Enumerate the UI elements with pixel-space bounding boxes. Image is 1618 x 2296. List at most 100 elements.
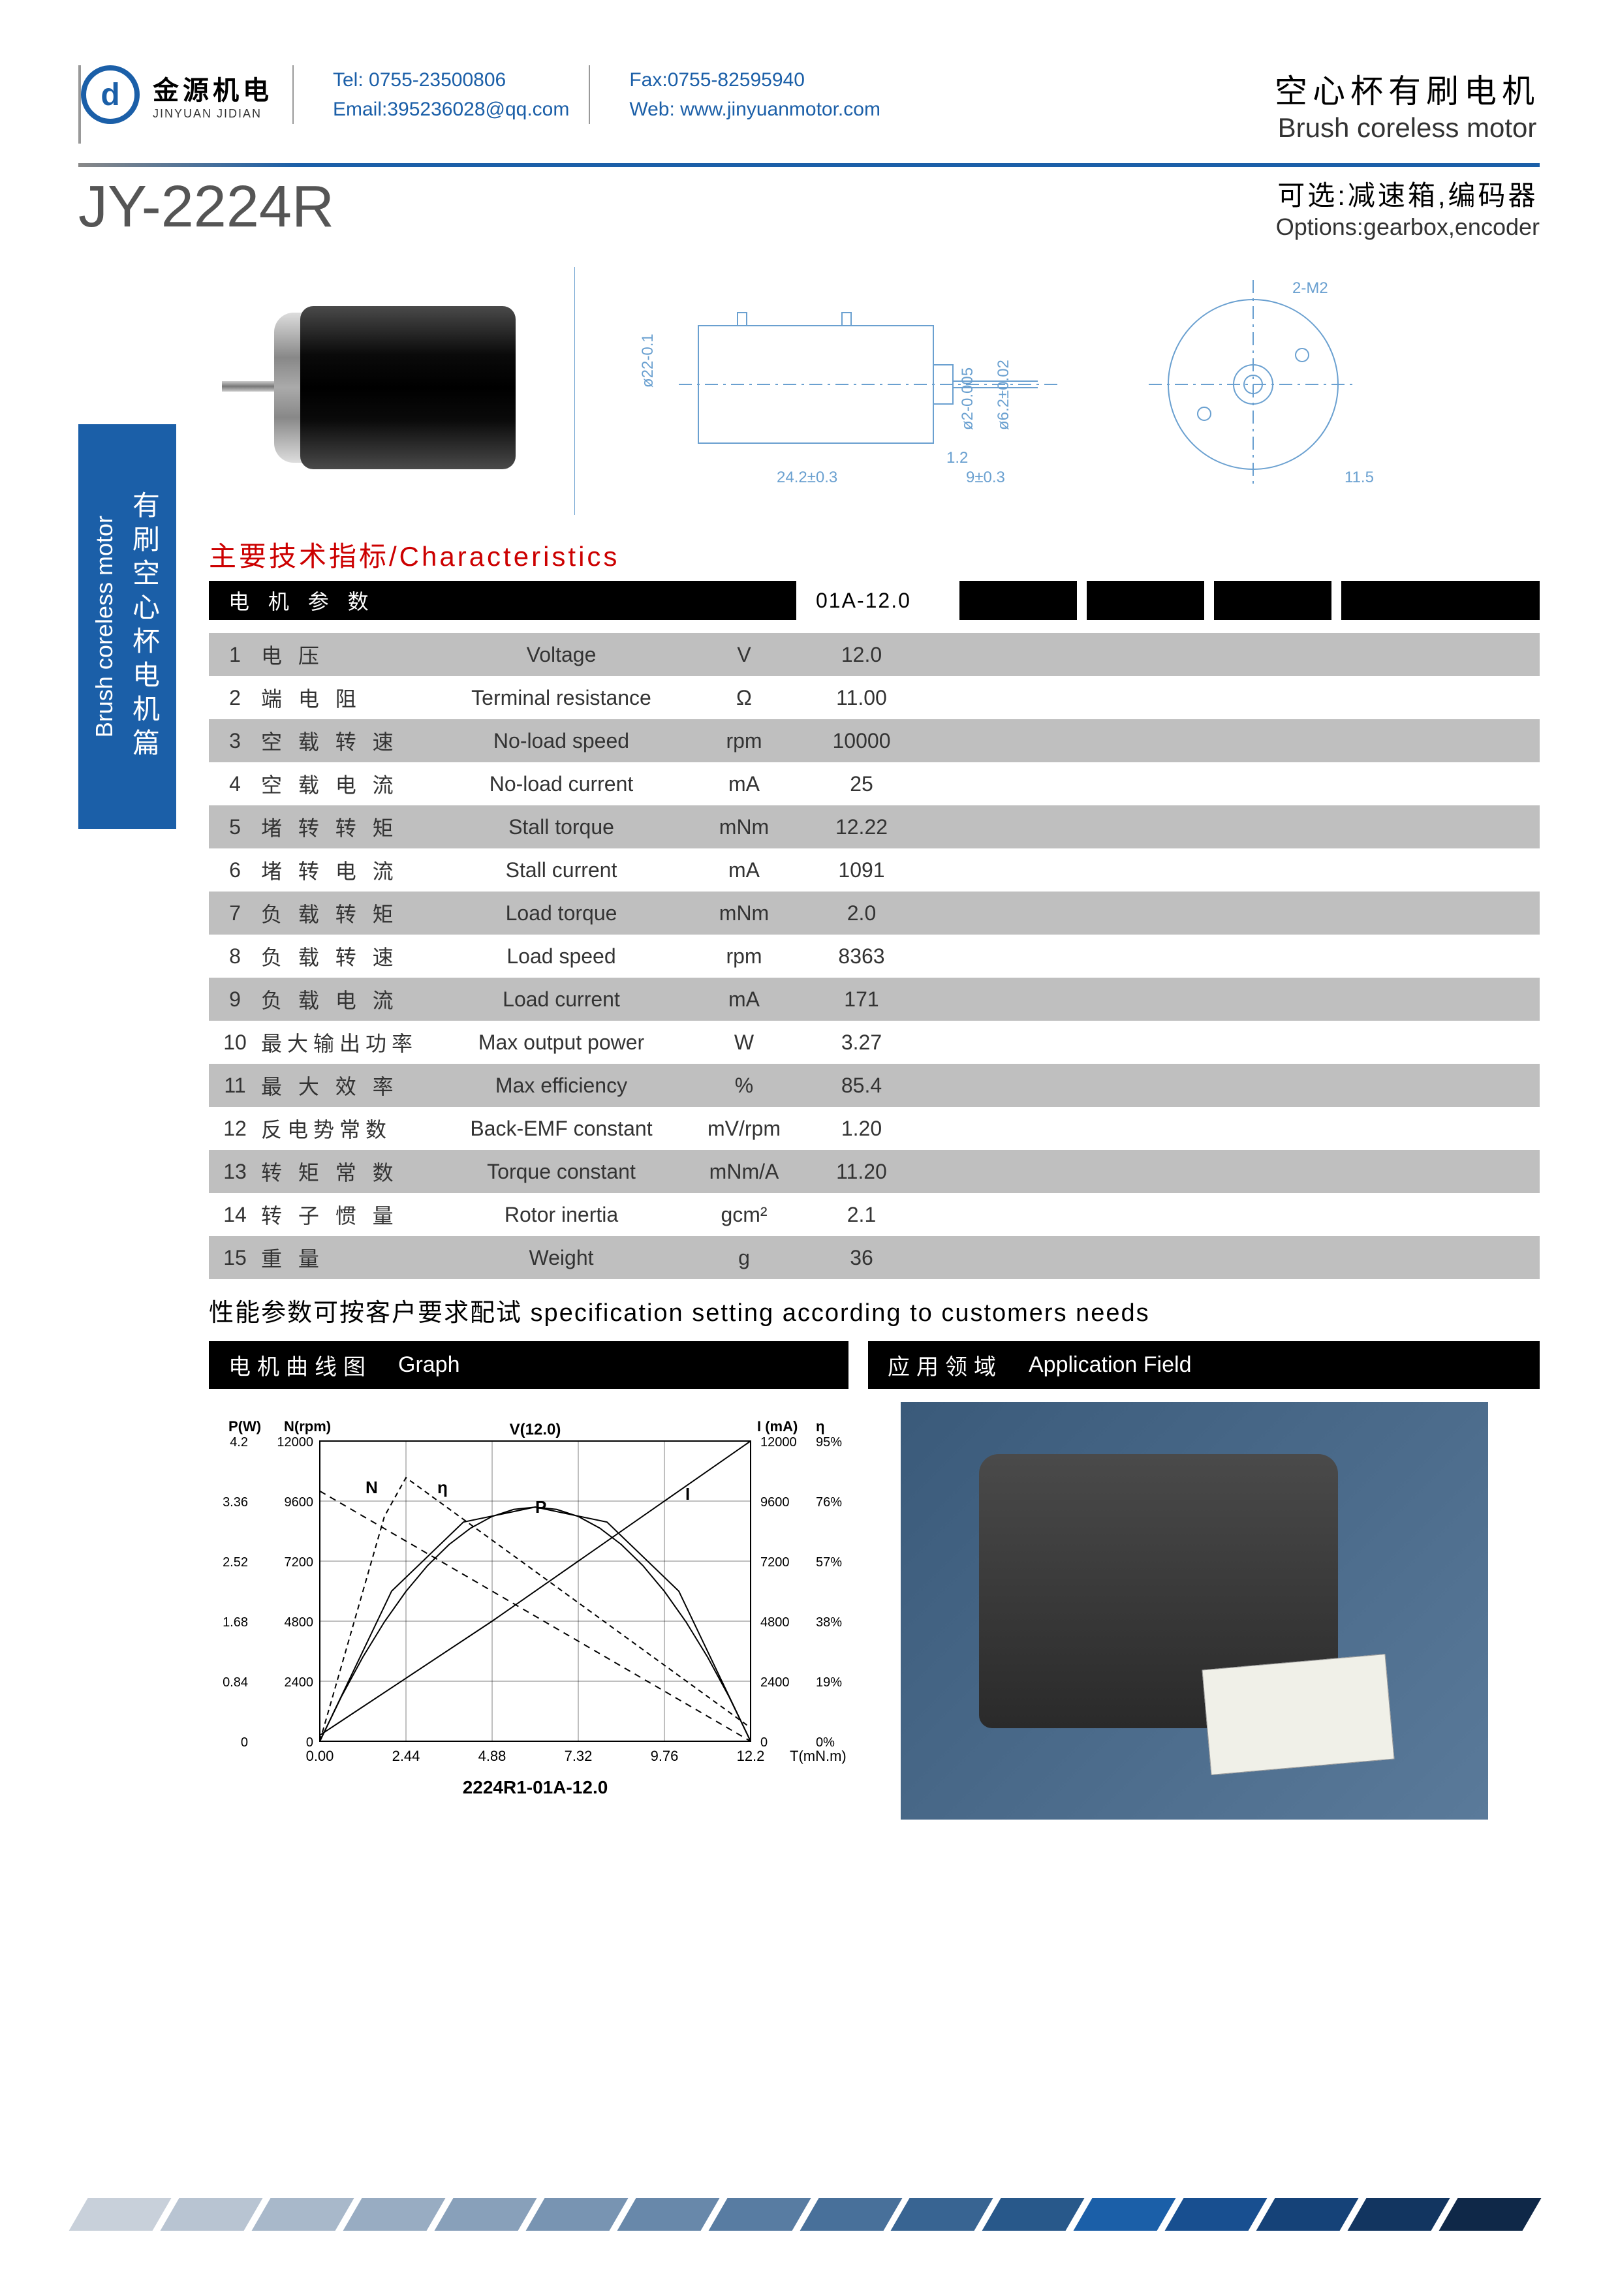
side-tab: Brush coreless motor 有刷空心杯电机篇	[78, 424, 176, 829]
company-name-en: JINYUAN JIDIAN	[153, 107, 273, 121]
spec-unit: mA	[692, 987, 796, 1012]
technical-drawing: ø22-0.1 ø2-0.005 ø6.2±0.02 24.2±0.3 9±0.…	[574, 267, 1540, 515]
svg-text:2400: 2400	[760, 1675, 790, 1690]
section-bars: 电机曲线图 Graph 应用领域 Application Field	[209, 1341, 1540, 1389]
spec-name-en: Max output power	[431, 1031, 692, 1055]
model-number: JY-2224R	[78, 174, 334, 241]
spec-value: 25	[796, 772, 927, 796]
spec-name-en: Stall torque	[431, 815, 692, 839]
spec-row: 2端 电 阻Terminal resistanceΩ11.00	[209, 676, 1540, 719]
spec-unit: mNm/A	[692, 1160, 796, 1184]
side-tab-cn: 有刷空心杯电机篇	[125, 491, 164, 762]
svg-text:4.2: 4.2	[230, 1435, 248, 1450]
spec-num: 11	[209, 1074, 261, 1098]
spec-name-en: Weight	[431, 1246, 692, 1270]
spec-num: 4	[209, 772, 261, 796]
app-label-cn: 应用领域	[888, 1349, 1003, 1381]
svg-text:η: η	[816, 1418, 824, 1435]
spec-row: 15重 量Weightg36	[209, 1236, 1540, 1279]
header-label: 电 机 参 数	[209, 585, 796, 615]
spec-num: 13	[209, 1160, 261, 1184]
dim-front-offset: 11.5	[1345, 469, 1374, 486]
spec-num: 2	[209, 686, 261, 710]
page-header: d 金源机电 JINYUAN JIDIAN Tel: 0755-23500806…	[78, 65, 1540, 144]
spec-value: 11.00	[796, 686, 927, 710]
spec-num: 14	[209, 1203, 261, 1227]
dim-dia: ø22-0.1	[639, 334, 657, 388]
spec-name-cn: 堵 转 转 矩	[261, 812, 431, 842]
spec-num: 3	[209, 729, 261, 753]
category-cn: 空心杯有刷电机	[1275, 65, 1540, 112]
spec-name-en: Load torque	[431, 901, 692, 925]
fax: Fax:0755-82595940	[629, 65, 880, 95]
svg-text:57%: 57%	[816, 1555, 842, 1570]
spec-num: 9	[209, 987, 261, 1012]
spec-unit: g	[692, 1246, 796, 1270]
spec-value: 1.20	[796, 1117, 927, 1141]
svg-text:I: I	[685, 1484, 690, 1504]
svg-text:I (mA): I (mA)	[757, 1418, 798, 1435]
svg-text:9600: 9600	[760, 1495, 790, 1510]
svg-text:9.76: 9.76	[651, 1748, 679, 1764]
characteristics-title: 主要技术指标/Characteristics	[209, 535, 1540, 574]
image-row: ø22-0.1 ø2-0.005 ø6.2±0.02 24.2±0.3 9±0.…	[209, 267, 1540, 515]
tel: Tel: 0755-23500806	[333, 65, 569, 95]
category-en: Brush coreless motor	[1275, 112, 1540, 144]
spec-unit: mNm	[692, 815, 796, 839]
dim-boss-dia: ø6.2±0.02	[995, 360, 1012, 430]
printer-icon	[979, 1454, 1338, 1728]
spec-name-cn: 转 矩 常 数	[261, 1156, 431, 1187]
spec-row: 7负 载 转 矩Load torquemNm2.0	[209, 892, 1540, 935]
spec-num: 15	[209, 1246, 261, 1270]
spec-num: 5	[209, 815, 261, 839]
logo: d 金源机电 JINYUAN JIDIAN	[81, 65, 294, 124]
spec-row: 13转 矩 常 数Torque constantmNm/A11.20	[209, 1150, 1540, 1193]
spec-num: 7	[209, 901, 261, 925]
spec-row: 11最 大 效 率Max efficiency%85.4	[209, 1064, 1540, 1107]
spec-name-cn: 空 载 转 速	[261, 726, 431, 756]
header-code: 01A-12.0	[796, 581, 959, 620]
svg-text:P: P	[535, 1497, 546, 1517]
svg-text:95%: 95%	[816, 1435, 842, 1450]
spec-name-en: Back-EMF constant	[431, 1117, 692, 1141]
logo-icon: d	[81, 65, 140, 124]
spec-num: 6	[209, 858, 261, 882]
spec-name-cn: 负 载 转 速	[261, 941, 431, 971]
contact-col-2: Fax:0755-82595940 Web: www.jinyuanmotor.…	[629, 65, 880, 124]
spec-unit: rpm	[692, 944, 796, 969]
spec-value: 10000	[796, 729, 927, 753]
motor-photo	[209, 267, 548, 515]
dim-shaft-tip: 1.2	[946, 449, 968, 467]
app-label-en: Application Field	[1029, 1352, 1191, 1378]
svg-text:η: η	[437, 1478, 448, 1497]
spec-row: 3空 载 转 速No-load speedrpm10000	[209, 719, 1540, 762]
spec-name-cn: 堵 转 电 流	[261, 855, 431, 885]
svg-text:0: 0	[760, 1735, 768, 1750]
spec-unit: rpm	[692, 729, 796, 753]
graph-section-bar: 电机曲线图 Graph	[209, 1341, 848, 1389]
email: Email:395236028@qq.com	[333, 95, 569, 124]
svg-text:38%: 38%	[816, 1615, 842, 1630]
spec-name-en: Torque constant	[431, 1160, 692, 1184]
spec-row: 5堵 转 转 矩Stall torquemNm12.22	[209, 805, 1540, 848]
svg-text:4800: 4800	[285, 1615, 314, 1630]
spec-name-en: Load speed	[431, 944, 692, 969]
spec-name-cn: 负 载 转 矩	[261, 898, 431, 928]
svg-text:1.68: 1.68	[223, 1615, 248, 1630]
spec-value: 12.0	[796, 643, 927, 667]
spec-value: 11.20	[796, 1160, 927, 1184]
svg-text:2.52: 2.52	[223, 1555, 248, 1570]
spec-value: 85.4	[796, 1074, 927, 1098]
svg-text:0: 0	[241, 1735, 248, 1750]
svg-text:19%: 19%	[816, 1675, 842, 1690]
product-category: 空心杯有刷电机 Brush coreless motor	[1275, 65, 1540, 144]
side-tab-en: Brush coreless motor	[91, 516, 118, 737]
spec-num: 10	[209, 1031, 261, 1055]
spec-name-en: Terminal resistance	[431, 686, 692, 710]
spec-row: 9负 载 电 流Load currentmA171	[209, 978, 1540, 1021]
spec-row: 10最大输出功率Max output powerW3.27	[209, 1021, 1540, 1064]
options-cn: 可选:减速箱,编码器	[1276, 174, 1540, 213]
spec-name-en: No-load speed	[431, 729, 692, 753]
svg-text:2.44: 2.44	[392, 1748, 420, 1764]
spec-row: 1电 压VoltageV12.0	[209, 633, 1540, 676]
